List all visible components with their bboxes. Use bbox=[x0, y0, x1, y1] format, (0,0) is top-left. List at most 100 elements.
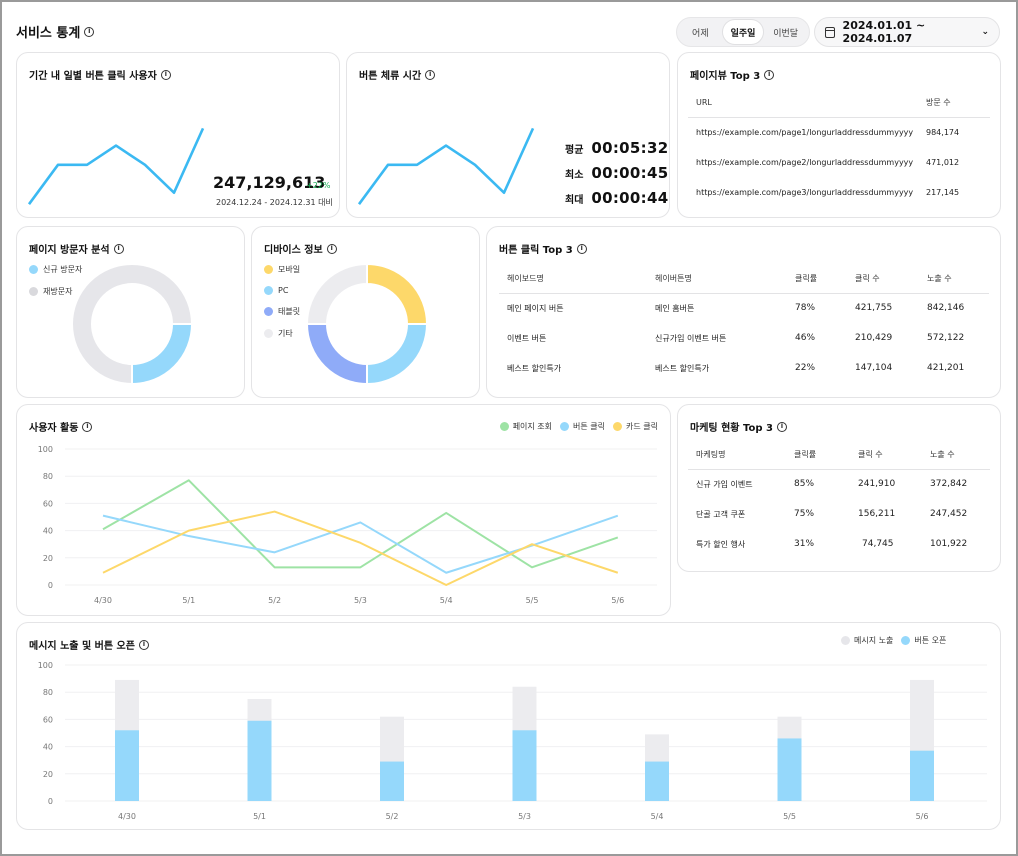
bar-button-open[interactable] bbox=[115, 730, 139, 801]
stay-time-avg: 평균 00:05:32 bbox=[565, 139, 668, 157]
legend-item[interactable]: 페이지 조회 bbox=[499, 421, 552, 432]
button-click-table: 헤이보드명 헤이버튼명 클릭률 클릭 수 노출 수 메인 페이지 버튼 메인 홈… bbox=[499, 265, 989, 383]
period-option-yesterday[interactable]: 어제 bbox=[692, 28, 709, 39]
table-row[interactable]: https://example.com/page2/longurladdress… bbox=[688, 147, 990, 177]
legend-swatch bbox=[901, 636, 911, 645]
legend-label: 버튼 클릭 bbox=[573, 422, 606, 431]
legend-swatch bbox=[841, 636, 850, 645]
card-title-text: 마케팅 현황 Top 3 bbox=[690, 423, 773, 434]
donut-slice[interactable] bbox=[131, 323, 194, 386]
legend-item[interactable]: 재방문자 bbox=[29, 286, 82, 297]
series-line[interactable] bbox=[102, 479, 619, 569]
legend-item[interactable]: 신규 방문자 bbox=[29, 264, 82, 275]
campaign-cell: 특가 할인 행사 bbox=[696, 539, 746, 549]
legend-item[interactable]: 모바일 bbox=[264, 264, 300, 275]
donut-slice[interactable] bbox=[305, 262, 368, 325]
device-legend: 모바일 PC 태블릿 기타 bbox=[264, 264, 300, 339]
info-icon[interactable]: i bbox=[776, 421, 787, 432]
legend-item[interactable]: 버튼 클릭 bbox=[560, 421, 605, 432]
table-row[interactable]: 이벤트 버튼 신규가입 이벤트 버튼 46% 210,429 572,122 bbox=[499, 323, 989, 353]
info-icon[interactable]: i bbox=[82, 421, 93, 432]
card-title-text: 메시지 노출 및 버튼 오픈 bbox=[29, 641, 135, 652]
table-header-row: 헤이보드명 헤이버튼명 클릭률 클릭 수 노출 수 bbox=[499, 265, 989, 294]
table-row[interactable]: 베스트 할인특가 베스트 할인특가 22% 147,104 421,201 bbox=[499, 353, 989, 383]
legend-item[interactable]: PC bbox=[264, 286, 300, 295]
card-title: 버튼 클릭 Top 3 i bbox=[499, 241, 587, 256]
y-tick-label: 100 bbox=[38, 661, 53, 670]
donut-slice[interactable] bbox=[366, 323, 429, 386]
bar-button-open[interactable] bbox=[512, 730, 537, 801]
bar-button-open[interactable] bbox=[380, 761, 404, 801]
url-cell[interactable]: https://example.com/page1/longurladdress… bbox=[696, 127, 914, 137]
table-row[interactable]: https://example.com/page1/longurladdress… bbox=[688, 117, 990, 147]
series-line[interactable] bbox=[102, 514, 619, 574]
info-icon[interactable]: i bbox=[326, 243, 337, 254]
device-info-card: 디바이스 정보 i 모바일 PC 태블릿 기타 bbox=[251, 226, 480, 398]
x-tick-label: 5/2 bbox=[386, 812, 399, 821]
column-header: 헤이보드명 bbox=[499, 265, 647, 294]
info-icon[interactable]: i bbox=[160, 69, 171, 80]
table-row[interactable]: https://example.com/page3/longurladdress… bbox=[688, 177, 990, 207]
bar-button-open[interactable] bbox=[247, 720, 272, 801]
bar-button-open[interactable] bbox=[910, 750, 934, 801]
ctr-cell: 22% bbox=[795, 363, 816, 373]
clicks-cell: 421,755 bbox=[855, 303, 893, 314]
period-option-week[interactable]: 일주일 bbox=[722, 20, 764, 44]
legend-swatch bbox=[264, 286, 273, 295]
stay-time-value: 00:00:45 bbox=[591, 164, 669, 182]
column-header: 노출 수 bbox=[916, 441, 990, 470]
url-cell[interactable]: https://example.com/page3/longurladdress… bbox=[696, 187, 914, 197]
legend-item[interactable]: 태블릿 bbox=[264, 306, 300, 317]
legend-item[interactable]: 카드 클릭 bbox=[613, 421, 658, 432]
ctr-cell: 78% bbox=[795, 303, 816, 314]
card-title: 페이지 방문자 분석 i bbox=[29, 241, 124, 256]
bar-button-open[interactable] bbox=[645, 761, 669, 801]
donut-slice[interactable] bbox=[305, 323, 368, 386]
url-cell[interactable]: https://example.com/page2/longurladdress… bbox=[696, 157, 914, 167]
activity-line-chart: 0 20 40 60 80 100 4/30 5/1 5/2 5/3 5/4 5/5 5/6 bbox=[38, 445, 657, 605]
legend-item[interactable]: 기타 bbox=[264, 328, 300, 339]
card-title: 기간 내 일별 버튼 클릭 사용자 i bbox=[29, 67, 171, 82]
ctr-cell: 75% bbox=[794, 509, 815, 519]
period-option-month[interactable]: 이번달 bbox=[773, 28, 799, 39]
clicks-cell: 241,910 bbox=[858, 479, 896, 490]
visitor-donut-chart bbox=[71, 263, 194, 386]
info-icon[interactable]: i bbox=[113, 243, 124, 254]
info-icon[interactable]: i bbox=[84, 26, 95, 37]
stay-time-min: 최소 00:00:45 bbox=[565, 164, 668, 182]
calendar-icon bbox=[825, 26, 835, 38]
date-range-text: 2024.01.01 ~ 2024.01.07 bbox=[842, 19, 926, 45]
info-icon[interactable]: i bbox=[764, 69, 775, 80]
x-tick-label: 5/6 bbox=[611, 596, 624, 605]
table-row[interactable]: 특가 할인 행사 31% 74,745 101,922 bbox=[688, 529, 990, 559]
click-users-card: 기간 내 일별 버튼 클릭 사용자 i 247,129,613 +22% 202… bbox=[16, 52, 340, 218]
table-row[interactable]: 단골 고객 쿠폰 75% 156,211 247,452 bbox=[688, 499, 990, 529]
click-users-total: 247,129,613 bbox=[213, 173, 326, 192]
legend-item[interactable]: 메시지 노출 bbox=[841, 635, 893, 646]
y-tick-label: 80 bbox=[43, 472, 53, 481]
donut-slice[interactable] bbox=[366, 262, 429, 325]
donut-slice[interactable] bbox=[71, 263, 194, 386]
table-row[interactable]: 메인 페이지 버튼 메인 홈버튼 78% 421,755 842,146 bbox=[499, 293, 989, 323]
legend-item[interactable]: 버튼 오픈 bbox=[901, 635, 946, 646]
table-row[interactable]: 신규 가입 이벤트 85% 241,910 372,842 bbox=[688, 469, 990, 499]
bar-button-open[interactable] bbox=[777, 738, 802, 801]
info-icon[interactable]: i bbox=[576, 243, 587, 254]
board-cell: 메인 페이지 버튼 bbox=[507, 303, 564, 313]
stay-time-max: 최대 00:00:44 bbox=[565, 189, 668, 207]
date-range-picker[interactable]: 2024.01.01 ~ 2024.01.07 ⌄ bbox=[814, 17, 1000, 47]
x-tick-label: 4/30 bbox=[118, 812, 136, 821]
clicks-cell: 156,211 bbox=[858, 509, 896, 519]
pageview-top3-card: 페이지뷰 Top 3 i URL 방문 수 https://example.co… bbox=[677, 52, 1001, 218]
legend-label: 신규 방문자 bbox=[43, 265, 83, 274]
card-title: 사용자 활동 i bbox=[29, 419, 93, 434]
series-line[interactable] bbox=[102, 510, 619, 586]
info-icon[interactable]: i bbox=[138, 639, 149, 650]
stay-time-label: 평균 bbox=[565, 145, 584, 156]
card-title-text: 버튼 클릭 Top 3 bbox=[499, 245, 573, 256]
ctr-cell: 85% bbox=[794, 479, 815, 490]
info-icon[interactable]: i bbox=[425, 69, 436, 80]
y-tick-label: 60 bbox=[43, 499, 53, 508]
x-tick-label: 5/2 bbox=[268, 596, 281, 605]
visits-cell: 471,012 bbox=[926, 157, 960, 167]
